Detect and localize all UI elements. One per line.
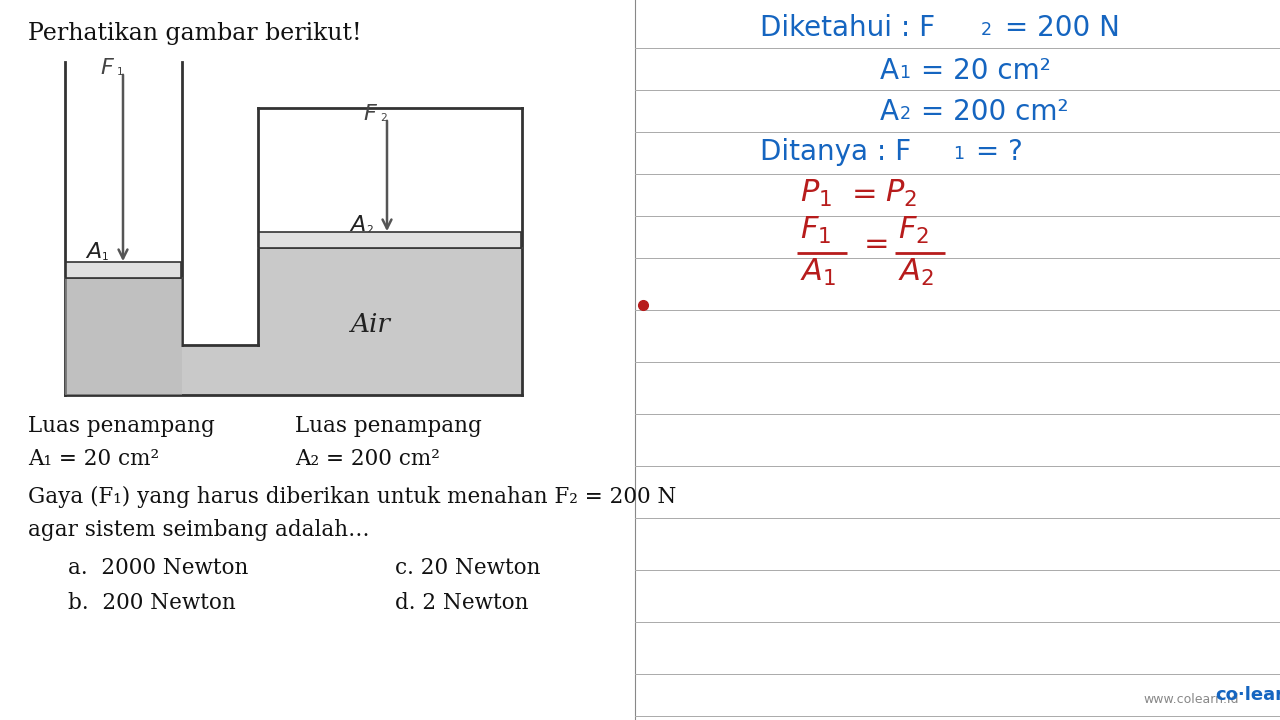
Text: $\mathit{A_2}$: $\mathit{A_2}$ xyxy=(899,257,934,288)
Text: $\mathit{_1}$: $\mathit{_1}$ xyxy=(116,63,124,78)
Text: $\mathit{F}$: $\mathit{F}$ xyxy=(364,104,378,124)
Text: = ?: = ? xyxy=(966,138,1023,166)
Text: Perhatikan gambar berikut!: Perhatikan gambar berikut! xyxy=(28,22,362,45)
Text: A: A xyxy=(881,98,899,126)
Text: d. 2 Newton: d. 2 Newton xyxy=(396,592,529,614)
Text: $_2$: $_2$ xyxy=(899,98,910,122)
Text: = 20 cm²: = 20 cm² xyxy=(911,57,1051,85)
Text: $=$: $=$ xyxy=(858,228,888,257)
Text: $\mathit{_2}$: $\mathit{_2}$ xyxy=(380,109,388,124)
Text: $\mathit{F_2}$: $\mathit{F_2}$ xyxy=(899,215,929,246)
Text: A₁ = 20 cm²: A₁ = 20 cm² xyxy=(28,448,159,470)
Text: $_1$: $_1$ xyxy=(954,138,965,162)
Text: Diketahui : F: Diketahui : F xyxy=(760,14,936,42)
Text: $=$: $=$ xyxy=(846,178,877,207)
Text: = 200 cm²: = 200 cm² xyxy=(911,98,1069,126)
Text: $_1$: $_1$ xyxy=(899,57,911,81)
Text: www.colearn.id: www.colearn.id xyxy=(1143,693,1239,706)
Polygon shape xyxy=(65,248,522,395)
Text: $\mathit{A}$: $\mathit{A}$ xyxy=(349,215,366,235)
Text: agar sistem seimbang adalah…: agar sistem seimbang adalah… xyxy=(28,519,370,541)
Bar xyxy=(259,232,521,248)
Text: c. 20 Newton: c. 20 Newton xyxy=(396,557,540,579)
Text: $\mathit{F}$: $\mathit{F}$ xyxy=(100,58,115,78)
Text: $\mathit{_1}$: $\mathit{_1}$ xyxy=(101,248,109,263)
Text: co·learn: co·learn xyxy=(1215,686,1280,704)
Text: b.  200 Newton: b. 200 Newton xyxy=(68,592,236,614)
Text: Gaya (F₁) yang harus diberikan untuk menahan F₂ = 200 N: Gaya (F₁) yang harus diberikan untuk men… xyxy=(28,486,676,508)
Text: $\mathit{A_1}$: $\mathit{A_1}$ xyxy=(800,257,836,288)
Text: a.  2000 Newton: a. 2000 Newton xyxy=(68,557,248,579)
Text: $_2$: $_2$ xyxy=(980,14,992,38)
Text: $\mathit{P_1}$: $\mathit{P_1}$ xyxy=(800,178,832,209)
Text: A₂ = 200 cm²: A₂ = 200 cm² xyxy=(294,448,440,470)
Text: Luas penampang: Luas penampang xyxy=(28,415,215,437)
Bar xyxy=(65,278,182,395)
Text: = 200 N: = 200 N xyxy=(996,14,1120,42)
Text: A: A xyxy=(881,57,899,85)
Text: $\mathit{_2}$: $\mathit{_2}$ xyxy=(366,221,374,236)
Text: $\mathit{A}$: $\mathit{A}$ xyxy=(84,242,102,262)
Bar xyxy=(67,262,180,278)
Text: $\mathit{P_2}$: $\mathit{P_2}$ xyxy=(884,178,916,209)
Text: $\mathit{F_1}$: $\mathit{F_1}$ xyxy=(800,215,831,246)
Text: Ditanya : F: Ditanya : F xyxy=(760,138,911,166)
Text: Luas penampang: Luas penampang xyxy=(294,415,481,437)
Text: Air: Air xyxy=(349,312,390,338)
